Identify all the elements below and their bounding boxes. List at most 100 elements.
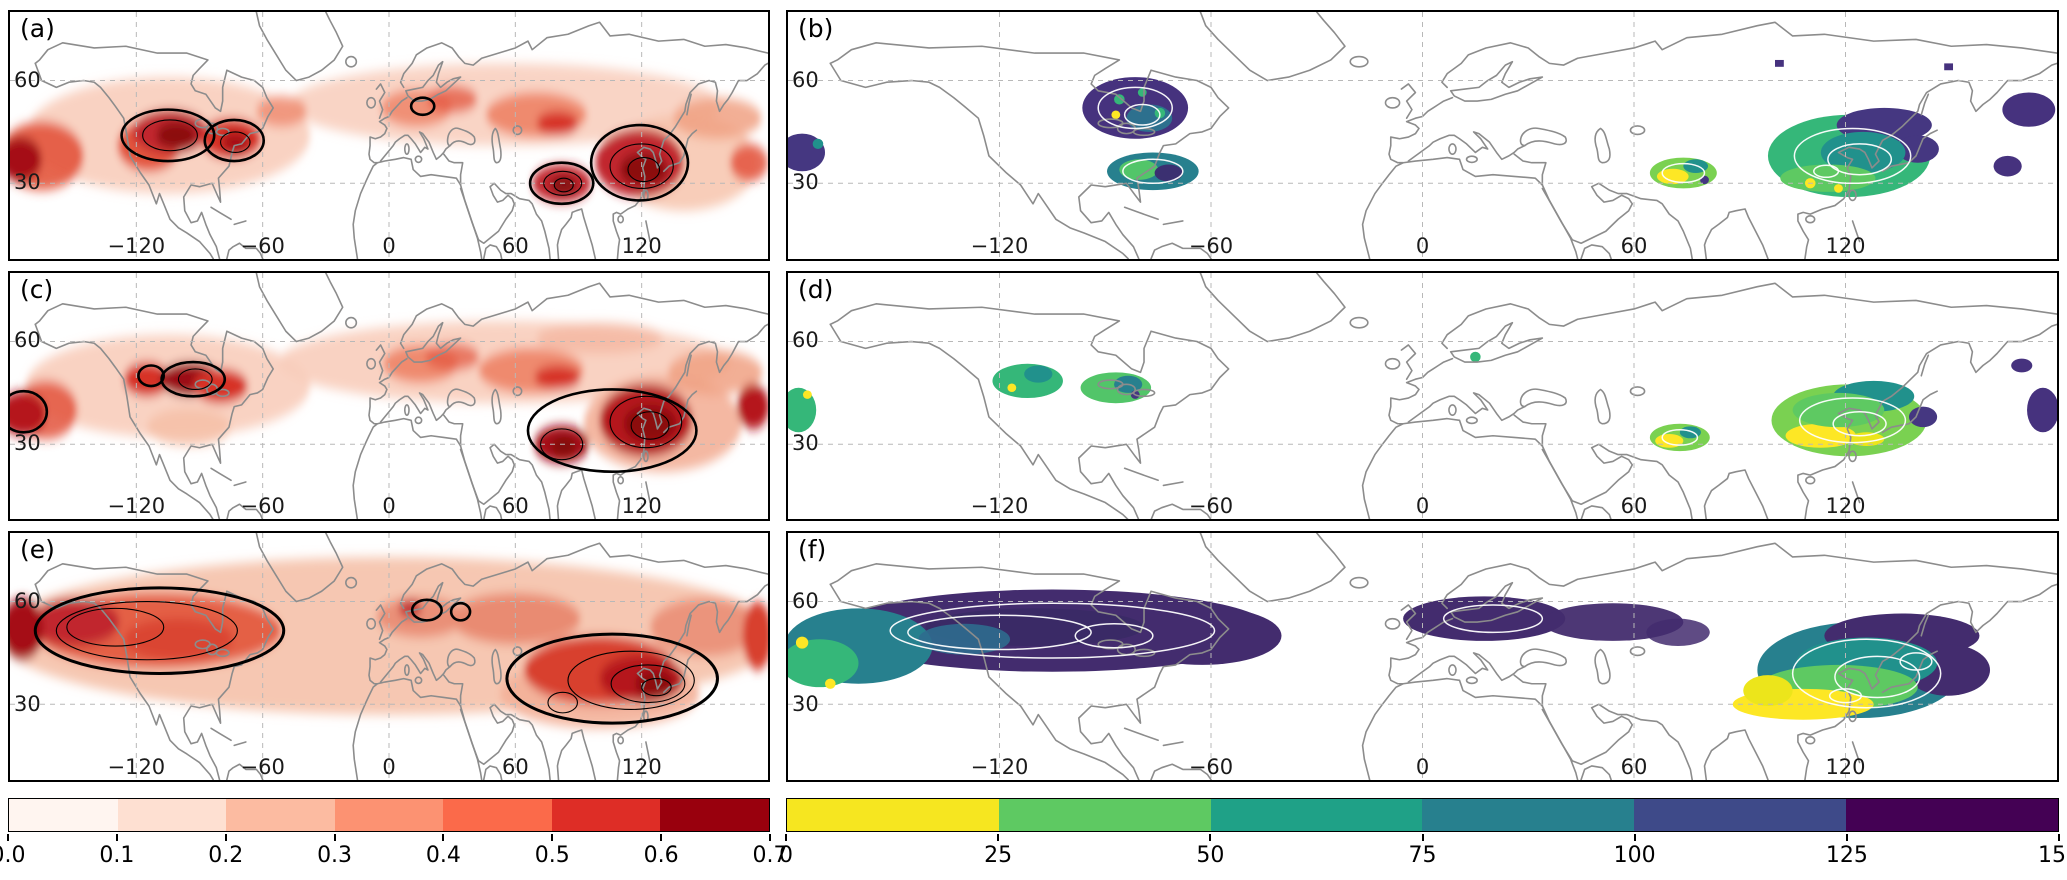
lon-tick-label: −60 (240, 755, 285, 779)
lon-tick-label: 120 (1825, 233, 1866, 258)
contour-lines (890, 604, 1940, 708)
colorbar-tick-label: 100 (1613, 843, 1656, 868)
colorbar-segment (1422, 799, 1635, 831)
lon-tick-label: 0 (1415, 755, 1430, 779)
contour-lines (1098, 87, 1911, 183)
contour-lines (1662, 398, 1905, 445)
map-canvas-b (788, 12, 2057, 259)
lon-tick-label: −60 (1188, 755, 1234, 779)
lon-tick-label: −120 (970, 755, 1029, 779)
colorbar-tick-label: 0.1 (99, 843, 135, 868)
colorbar-segment (1846, 799, 2058, 831)
panel-e: (e) 60 30 −120 −60 0 60 120 (8, 531, 770, 782)
lon-tick-label: 60 (501, 233, 529, 258)
colorbar-tick-label: 0.5 (534, 843, 570, 868)
colorbar-tick (1845, 834, 1848, 841)
colorbar-tick-label: 0.4 (425, 843, 461, 868)
contour-lines (35, 588, 717, 723)
panel-d: (d) 60 30 −120 −60 0 60 120 (786, 270, 2059, 522)
panel-f: (f) 60 30 −120 −60 0 60 120 (786, 531, 2059, 782)
colorbar-segment (334, 799, 444, 831)
panel-b: (b) 60 30 −120 −60 0 60 120 (786, 10, 2059, 261)
data-shading (788, 351, 2057, 456)
contour-lines (10, 362, 696, 472)
colorbar-left: 0.0 0.1 0.2 0.3 0.4 0.5 0.6 0.7 (0, 798, 788, 876)
map-canvas-f (788, 533, 2057, 780)
lat-tick-label: 60 (14, 67, 41, 92)
panel-label: (b) (798, 14, 834, 43)
lon-tick-label: 60 (1620, 494, 1648, 519)
colorbar-tick-label: 0.0 (0, 843, 26, 868)
lon-tick-label: −60 (240, 233, 285, 258)
colorbar-tick (224, 834, 227, 841)
colorbar-tick (115, 834, 118, 841)
colorbar-tick (1421, 834, 1424, 841)
panel-label: (d) (798, 274, 834, 304)
colorbar-right-gradient (786, 798, 2059, 832)
colorbar-segment (998, 799, 1211, 831)
lon-tick-label: −60 (1188, 233, 1234, 258)
lon-tick-label: 120 (1825, 494, 1866, 519)
panel-label: (f) (798, 535, 827, 565)
lon-tick-label: 60 (501, 494, 529, 519)
lon-tick-label: 60 (1620, 755, 1648, 779)
lon-tick-label: −120 (107, 494, 166, 519)
data-shading (10, 63, 768, 211)
lon-tick-label: 0 (382, 494, 396, 519)
lat-tick-label: 60 (792, 328, 819, 353)
colorbar-segment (226, 799, 335, 831)
lat-tick-label: 30 (792, 169, 819, 194)
colorbar-tick (442, 834, 445, 841)
colorbar-segment (1634, 799, 1847, 831)
colorbar-tick (7, 834, 9, 841)
lon-tick-label: 60 (1620, 233, 1648, 258)
data-shading (10, 320, 768, 472)
colorbar-tick-label: 25 (984, 843, 1013, 868)
map-canvas-c (10, 272, 768, 520)
colorbar-tick (1209, 834, 1212, 841)
panel-label: (e) (20, 535, 55, 565)
colorbar-tick-label: 0.2 (208, 843, 244, 868)
lon-tick-label: −120 (107, 233, 166, 258)
colorbar-tick (333, 834, 336, 841)
lon-tick-label: −60 (240, 494, 285, 519)
lat-tick-label: 30 (792, 430, 819, 455)
panel-a: (a) 60 30 −120 −60 0 60 120 (8, 10, 770, 261)
colorbar-tick-label: 0.6 (643, 843, 679, 868)
colorbar-tick (551, 834, 554, 841)
lat-tick-label: 60 (14, 328, 41, 353)
colorbar-tick-label: 0.7 (752, 843, 788, 868)
colorbar-tick (660, 834, 663, 841)
colorbar-segment (9, 799, 118, 831)
lon-tick-label: 120 (621, 755, 662, 779)
colorbar-segment (117, 799, 227, 831)
lat-tick-label: 30 (14, 430, 41, 455)
lon-tick-label: 0 (1415, 233, 1430, 258)
colorbar-tick-label: 0 (779, 843, 793, 868)
colorbar-tick (785, 834, 787, 841)
colorbar-segment (443, 799, 552, 831)
lon-tick-label: 0 (382, 233, 396, 258)
colorbar-right: 0 25 50 75 100 125 150 (779, 798, 2067, 876)
lon-tick-label: −120 (970, 233, 1029, 258)
colorbar-tick (997, 834, 1000, 841)
colorbar-segment (551, 799, 661, 831)
lon-tick-label: 120 (621, 494, 662, 519)
panel-label: (a) (20, 14, 55, 43)
lat-tick-label: 60 (792, 67, 819, 92)
lon-tick-label: 0 (1415, 494, 1430, 519)
lon-tick-label: 120 (1825, 755, 1866, 779)
panel-label: (c) (20, 274, 54, 304)
colorbar-segment (660, 799, 770, 831)
colorbar-tick-label: 0.3 (317, 843, 353, 868)
colorbar-tick (1633, 834, 1636, 841)
lat-tick-label: 60 (792, 588, 819, 613)
map-canvas-a (10, 12, 768, 259)
colorbar-left-gradient (8, 798, 770, 832)
lon-tick-label: −120 (107, 755, 166, 779)
colorbar-segment (1210, 799, 1423, 831)
colorbar-tick (769, 834, 771, 841)
lon-tick-label: 60 (501, 755, 529, 779)
colorbar-tick-label: 125 (1825, 843, 1868, 868)
